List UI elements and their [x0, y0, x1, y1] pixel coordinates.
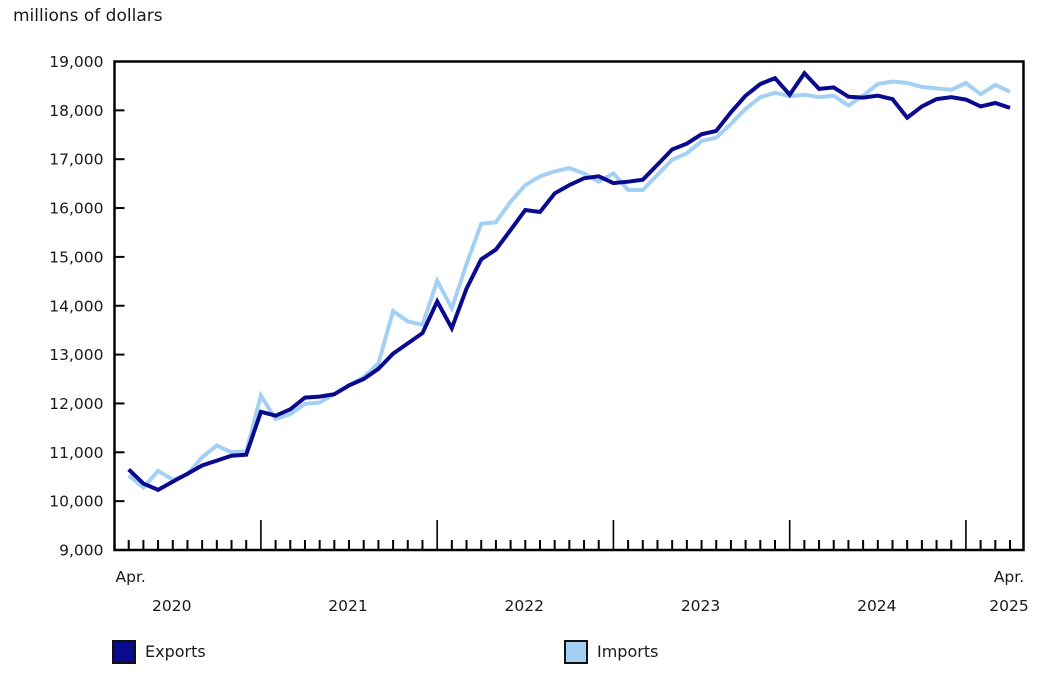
- legend: Exports Imports: [0, 640, 1048, 666]
- plot-border: [113, 60, 1025, 552]
- y-tick-label: 10,000: [49, 493, 103, 511]
- x-label-year-2023: 2023: [681, 597, 720, 615]
- x-label-year-2022: 2022: [505, 597, 544, 615]
- x-label-month-start: Apr.: [116, 568, 146, 586]
- imports-swatch: [564, 640, 588, 664]
- x-label-month-end: Apr.: [994, 568, 1024, 586]
- x-label-year-2024: 2024: [857, 597, 896, 615]
- y-tick-label: 19,000: [49, 53, 103, 71]
- x-label-year-2020: 2020: [152, 597, 191, 615]
- x-label-year-2021: 2021: [328, 597, 367, 615]
- imports-label: Imports: [597, 642, 659, 661]
- y-tick-label: 9,000: [59, 542, 103, 560]
- chart-title: millions of dollars: [13, 6, 163, 26]
- y-tick-label: 18,000: [49, 102, 103, 120]
- series-line-exports: [127, 70, 1011, 493]
- x-label-year-2025: 2025: [989, 597, 1028, 615]
- exports-swatch: [112, 640, 136, 664]
- exports-label: Exports: [145, 642, 206, 661]
- y-tick-label: 13,000: [49, 346, 103, 364]
- y-tick-label: 15,000: [49, 248, 103, 266]
- line-chart: 9,000 10,000 11,000 12,000 13,000 14,000 15,00…: [49, 53, 1028, 615]
- y-tick-label: 17,000: [49, 151, 103, 169]
- y-tick-label: 14,000: [49, 297, 103, 315]
- y-tick-label: 11,000: [49, 444, 103, 462]
- legend-item-exports: Exports: [112, 640, 206, 664]
- series-line-imports: [127, 79, 1011, 491]
- legend-item-imports: Imports: [564, 640, 658, 664]
- y-tick-label: 16,000: [49, 200, 103, 218]
- y-tick-label: 12,000: [49, 395, 103, 413]
